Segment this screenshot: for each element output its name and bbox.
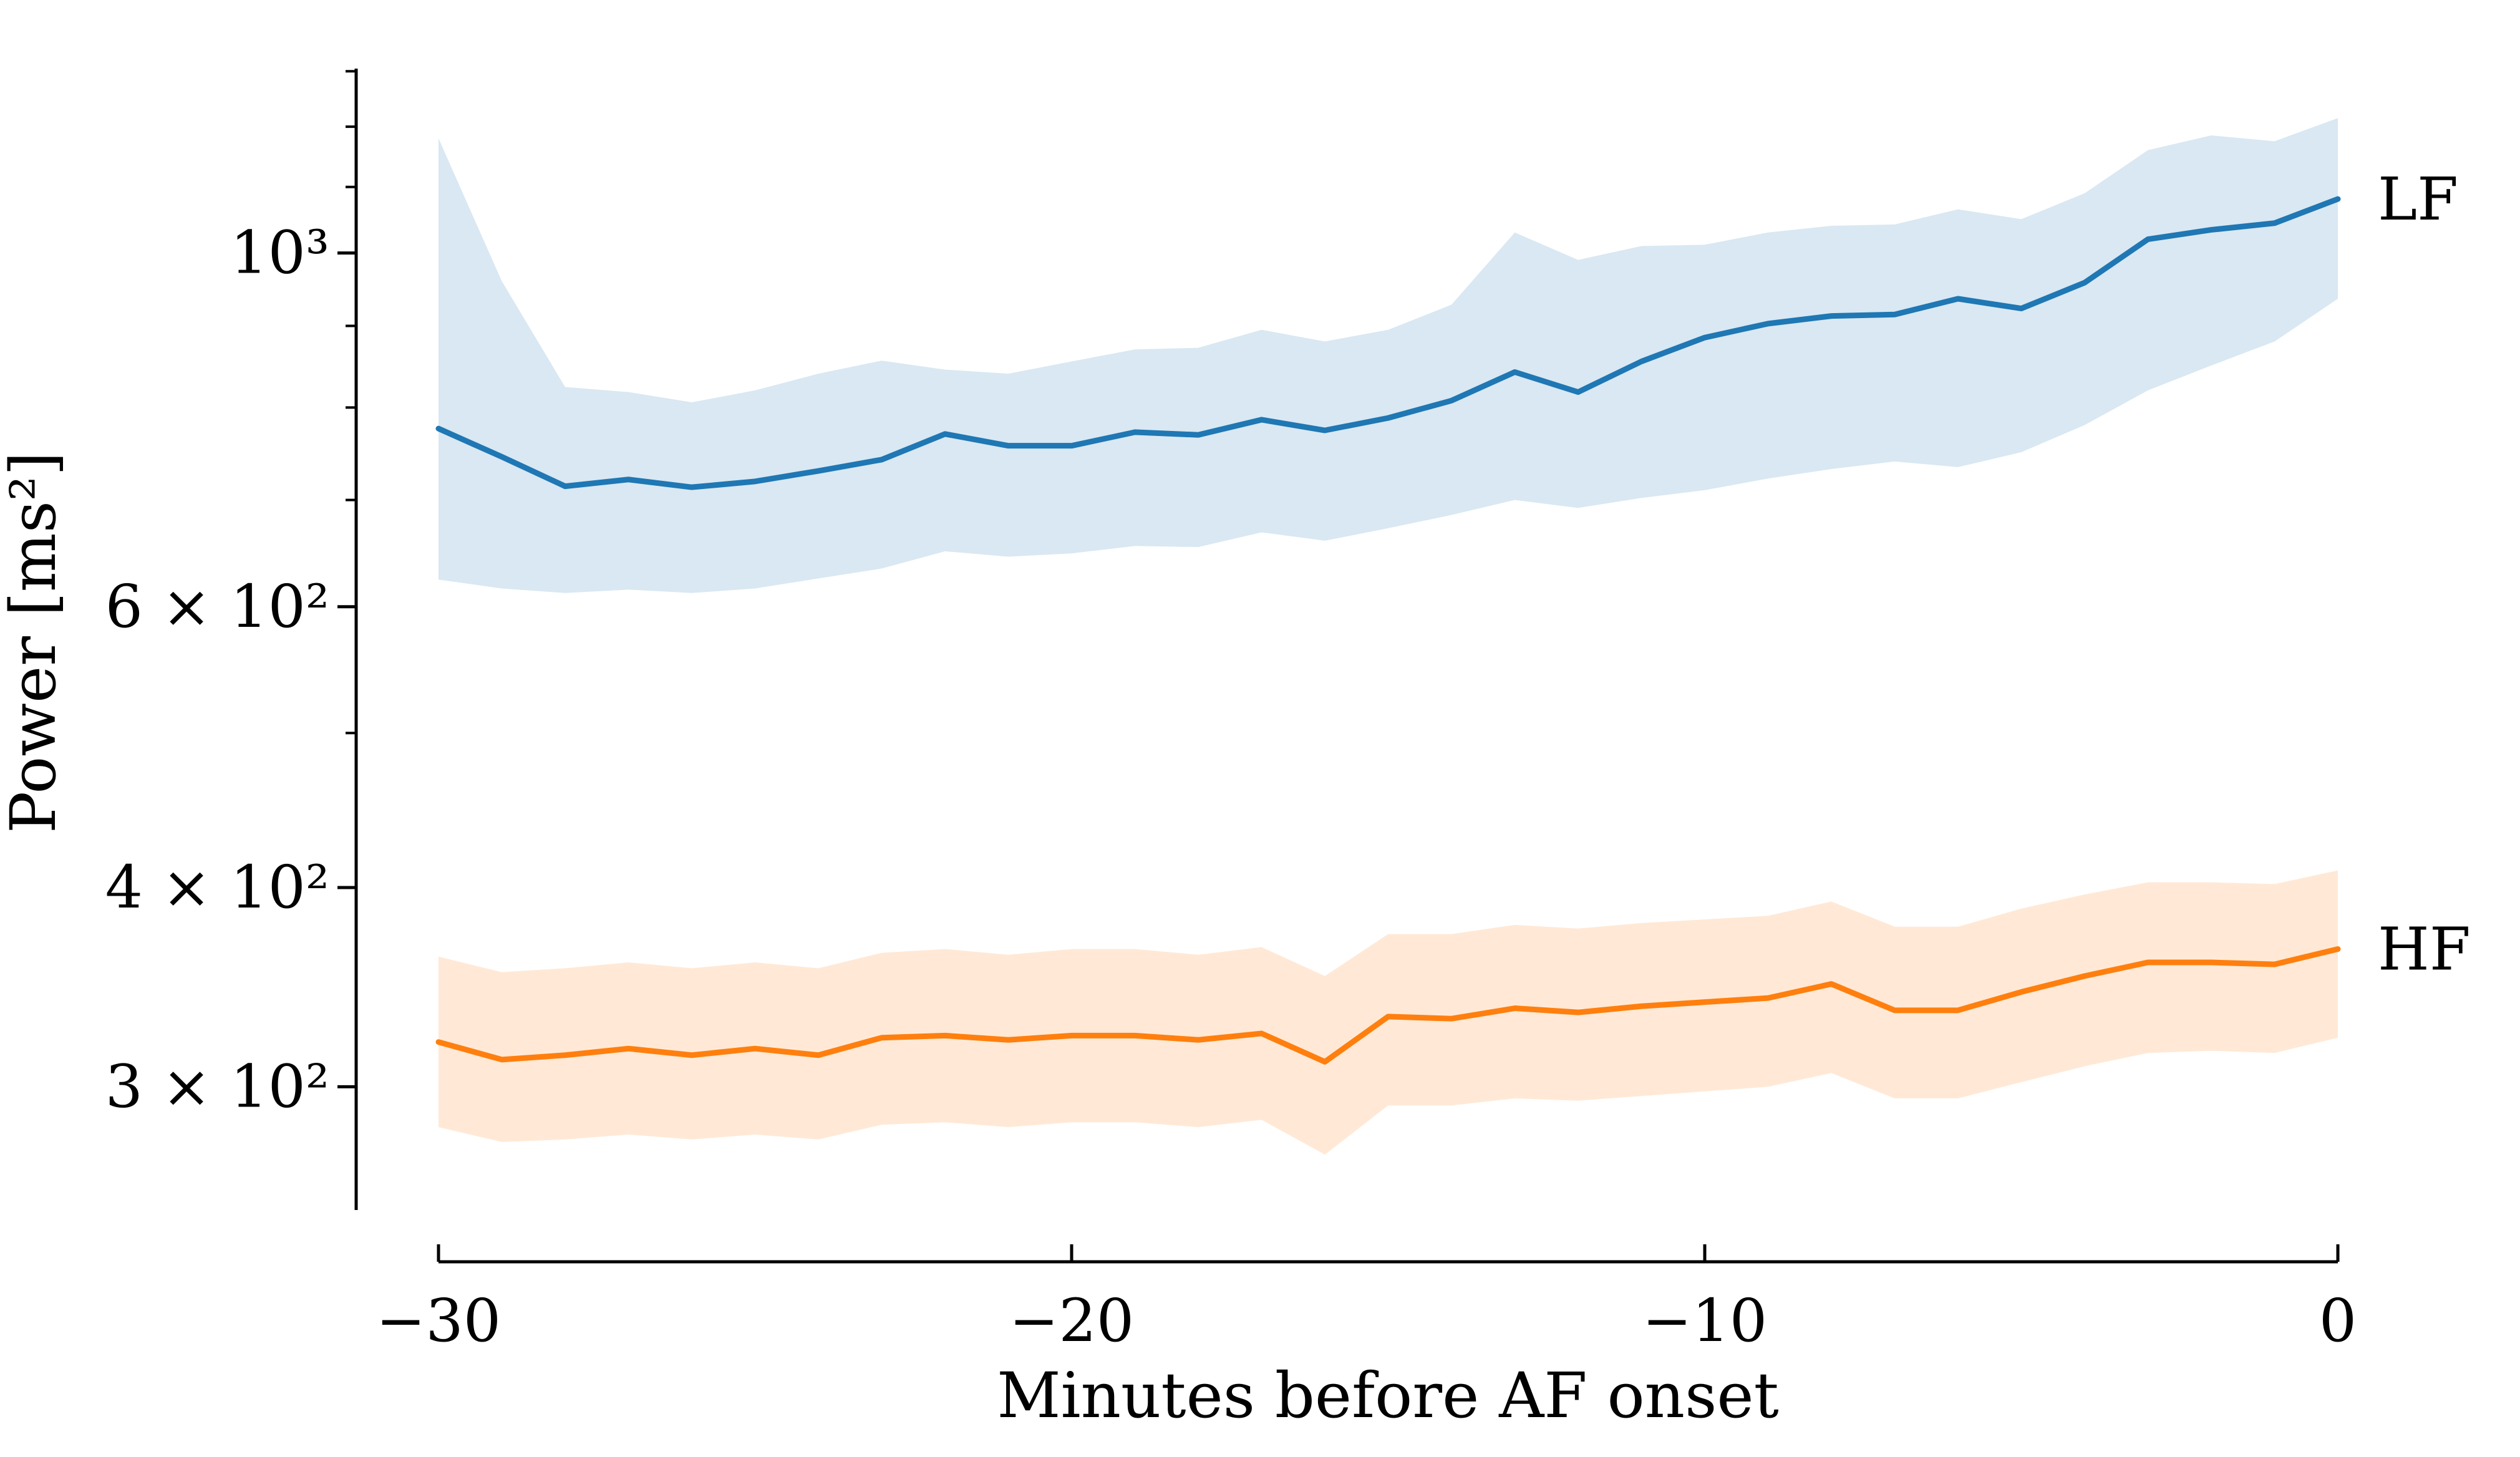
y-tick-label: 10³ [230, 219, 329, 288]
x-axis-label: Minutes before AF onset [997, 1359, 1779, 1432]
axis-ticks: 10³ 6 × 10² 4 × 10² 3 × 10² −30 −20 −10 0 [105, 70, 2357, 1355]
y-axis-label: Power [ms²] [0, 452, 70, 833]
series-label-HF: HF [2378, 916, 2471, 984]
axes-spines [354, 69, 2338, 1264]
x-tick-label: −10 [1642, 1287, 1767, 1355]
series-line-LF [435, 196, 2341, 490]
confidence-bands [439, 118, 2338, 1155]
x-tick-label: −30 [376, 1287, 501, 1355]
series-label-LF: LF [2378, 165, 2458, 234]
series-end-labels: LF HF [2378, 165, 2471, 984]
band-LF [439, 118, 2338, 593]
y-tick-label: 3 × 10² [105, 1052, 329, 1121]
series-line-HF [435, 946, 2341, 1065]
x-tick-label: −20 [1009, 1287, 1134, 1355]
band-HF [439, 870, 2338, 1155]
y-tick-label: 4 × 10² [105, 853, 329, 922]
y-tick-label: 6 × 10² [105, 573, 329, 641]
series-lines [435, 196, 2341, 1065]
x-tick-label: 0 [2319, 1287, 2357, 1355]
